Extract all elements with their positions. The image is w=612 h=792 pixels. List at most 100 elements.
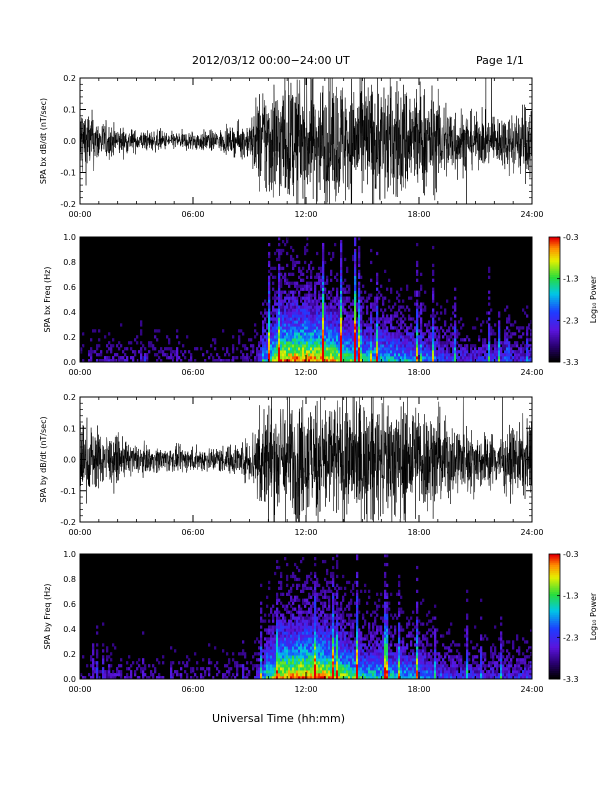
heatmap-cell — [292, 607, 295, 611]
heatmap-cell — [98, 670, 101, 674]
heatmap-cell — [462, 353, 465, 357]
heatmap-cell — [354, 278, 357, 282]
heatmap-cell — [382, 302, 385, 306]
heatmap-cell — [510, 347, 513, 351]
heatmap-cell — [284, 314, 287, 318]
heatmap-cell — [444, 308, 447, 312]
heatmap-cell — [300, 676, 303, 680]
heatmap-cell — [322, 269, 325, 274]
heatmap-cell — [310, 275, 313, 279]
heatmap-cell — [324, 287, 327, 291]
heatmap-cell — [376, 308, 379, 312]
heatmap-cell — [286, 649, 289, 653]
heatmap-cell — [320, 646, 323, 650]
heatmap-cell — [380, 323, 383, 327]
heatmap-cell — [358, 329, 361, 333]
heatmap-cell — [316, 637, 319, 641]
heatmap-cell — [508, 341, 511, 345]
heatmap-cell — [126, 667, 129, 671]
heatmap-cell — [272, 296, 275, 300]
heatmap-cell — [380, 592, 383, 596]
colorbar-step — [549, 262, 560, 265]
heatmap-cell — [330, 335, 333, 339]
heatmap-cell — [324, 356, 327, 360]
heatmap-cell — [232, 344, 235, 348]
heatmap-cell — [136, 359, 139, 363]
heatmap-cell — [310, 317, 313, 321]
heatmap-cell — [308, 664, 311, 668]
heatmap-cell — [378, 350, 381, 354]
heatmap-cell — [406, 335, 409, 339]
heatmap-cell — [304, 628, 307, 632]
heatmap-cell — [272, 655, 275, 659]
heatmap-cell — [420, 332, 423, 336]
heatmap-cell — [324, 595, 327, 599]
heatmap-cell — [270, 673, 273, 677]
heatmap-cell — [130, 341, 133, 345]
heatmap-cell — [268, 670, 271, 674]
heatmap-cell — [326, 637, 329, 641]
heatmap-cell — [528, 338, 531, 342]
heatmap-cell — [236, 347, 239, 351]
heatmap-cell — [348, 613, 351, 617]
heatmap-cell — [372, 661, 375, 665]
heatmap-cell — [366, 637, 369, 641]
heatmap-cell — [330, 332, 333, 336]
heatmap-cell — [360, 673, 363, 677]
heatmap-cell — [272, 305, 275, 309]
heatmap-cell — [292, 571, 295, 576]
heatmap-cell — [352, 302, 355, 306]
heatmap-cell — [94, 667, 97, 671]
heatmap-cell — [332, 332, 335, 336]
heatmap-cell — [374, 302, 377, 306]
heatmap-cell — [294, 574, 297, 579]
heatmap-cell — [294, 341, 297, 345]
heatmap-cell — [332, 311, 335, 315]
heatmap-cell — [516, 353, 519, 357]
heatmap-cell — [316, 661, 319, 665]
heatmap-cell — [308, 610, 311, 614]
heatmap-cell — [478, 338, 481, 342]
heatmap-cell — [254, 652, 257, 656]
heatmap-cell — [302, 646, 305, 650]
heatmap-cell — [288, 658, 291, 662]
heatmap-cell — [82, 344, 85, 348]
heatmap-cell — [304, 646, 307, 650]
heatmap-cell — [494, 341, 497, 345]
heatmap-cell — [356, 655, 359, 659]
heatmap-cell — [424, 347, 427, 351]
heatmap-cell — [280, 658, 283, 662]
heatmap-cell — [400, 595, 403, 599]
heatmap-cell — [270, 637, 273, 641]
heatmap-cell — [420, 341, 423, 345]
heatmap-cell — [328, 667, 331, 671]
heatmap-cell — [312, 613, 315, 617]
heatmap-cell — [278, 637, 281, 641]
heatmap-cell — [372, 329, 375, 333]
heatmap-cell — [404, 353, 407, 357]
colorbar-step — [549, 297, 560, 300]
heatmap-cell — [500, 347, 503, 351]
heatmap-cell — [376, 344, 379, 348]
heatmap-cell — [276, 326, 279, 330]
heatmap-cell — [494, 323, 497, 327]
heatmap-cell — [320, 673, 323, 677]
heatmap-cell — [300, 320, 303, 324]
heatmap-cell — [106, 649, 109, 653]
heatmap-cell — [354, 290, 357, 294]
heatmap-cell — [332, 673, 335, 677]
heatmap-cell — [378, 335, 381, 339]
heatmap-cell — [338, 667, 341, 671]
heatmap-cell — [400, 341, 403, 345]
heatmap-cell — [380, 356, 383, 360]
heatmap-cell — [400, 347, 403, 351]
heatmap-cell — [268, 646, 271, 650]
heatmap-cell — [256, 667, 259, 671]
heatmap-cell — [326, 616, 329, 620]
heatmap-cell — [304, 601, 307, 605]
heatmap-cell — [398, 323, 401, 327]
heatmap-cell — [330, 347, 333, 351]
heatmap-cell — [278, 353, 281, 357]
heatmap-cell — [342, 329, 345, 333]
heatmap-cell — [400, 326, 403, 330]
